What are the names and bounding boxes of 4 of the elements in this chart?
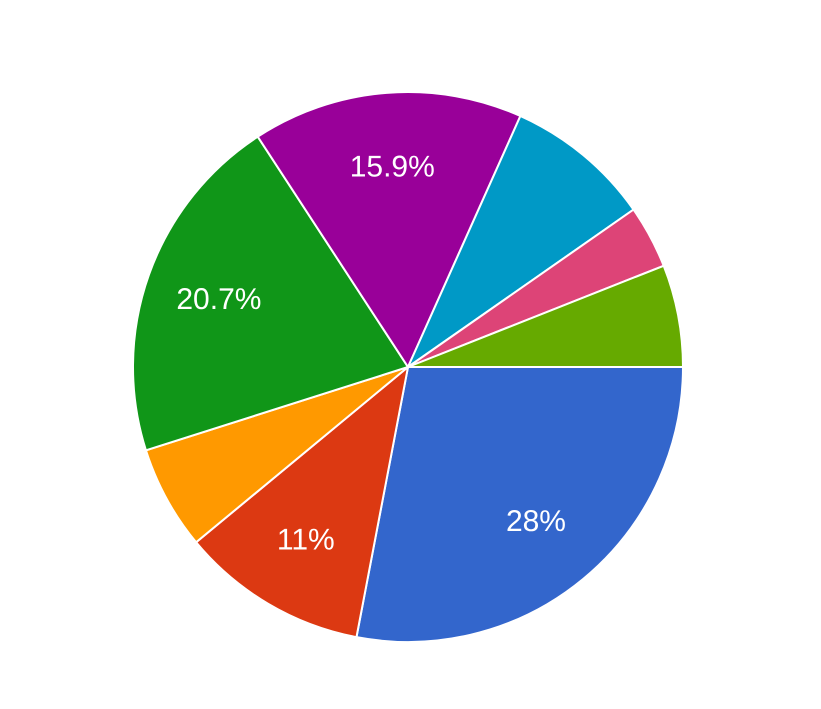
data-label: 15.9% <box>350 150 435 184</box>
data-label: 20.7% <box>176 283 262 316</box>
data-label: 11% <box>276 523 335 556</box>
data-label: 28% <box>506 505 566 538</box>
